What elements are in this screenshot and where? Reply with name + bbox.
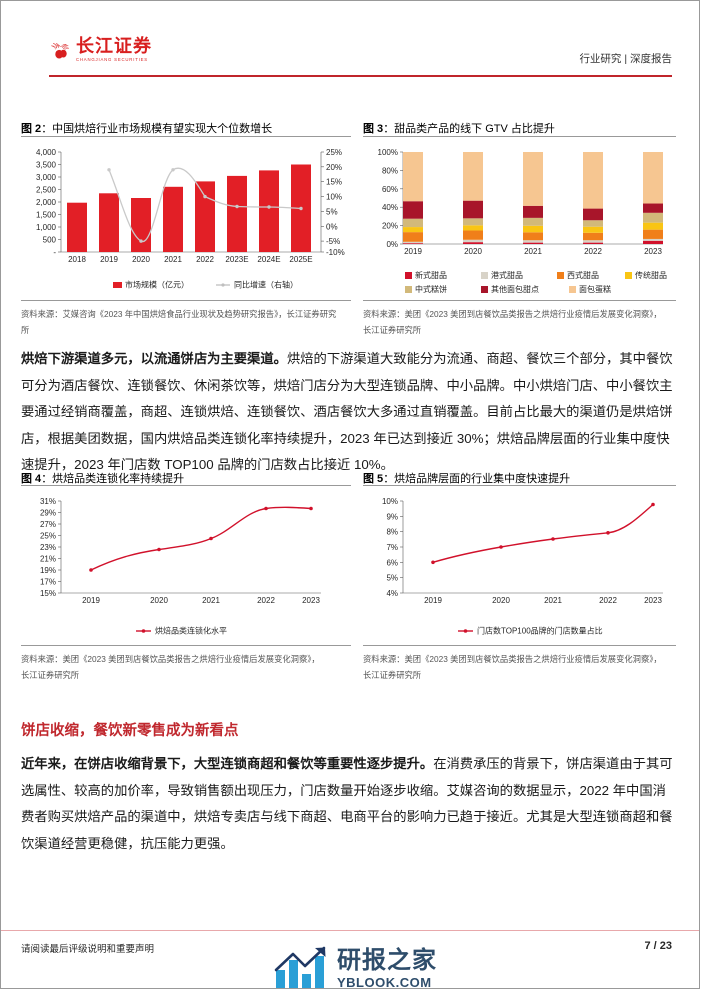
svg-text:2023: 2023	[644, 247, 662, 256]
svg-text:2020: 2020	[464, 247, 482, 256]
svg-text:21%: 21%	[40, 555, 56, 564]
svg-text:2023E: 2023E	[225, 255, 248, 264]
svg-text:4,000: 4,000	[36, 148, 57, 157]
svg-text:9%: 9%	[386, 512, 398, 521]
svg-text:2019: 2019	[424, 596, 442, 605]
svg-text:2019: 2019	[404, 247, 422, 256]
svg-text:20%: 20%	[326, 163, 342, 172]
svg-text:2022: 2022	[196, 255, 214, 264]
svg-text:2018: 2018	[68, 255, 86, 264]
svg-text:1,500: 1,500	[36, 211, 57, 220]
svg-text:23%: 23%	[40, 543, 56, 552]
svg-text:西式甜品: 西式甜品	[567, 270, 599, 280]
svg-text:传统甜品: 传统甜品	[635, 270, 667, 280]
svg-text:500: 500	[43, 236, 57, 245]
svg-text:4%: 4%	[386, 589, 398, 598]
svg-text:2020: 2020	[492, 596, 510, 605]
svg-text:3,500: 3,500	[36, 161, 57, 170]
svg-text:烘焙品类连锁化水平: 烘焙品类连锁化水平	[155, 626, 227, 636]
svg-text:0%: 0%	[386, 240, 398, 249]
svg-text:港式甜品: 港式甜品	[491, 270, 523, 280]
svg-text:2019: 2019	[100, 255, 118, 264]
svg-text:8%: 8%	[386, 528, 398, 537]
svg-text:2021: 2021	[544, 596, 562, 605]
svg-text:2,000: 2,000	[36, 198, 57, 207]
svg-text:2020: 2020	[150, 596, 168, 605]
svg-text:2023: 2023	[302, 596, 320, 605]
svg-text:2025E: 2025E	[289, 255, 312, 264]
svg-text:其他面包甜点: 其他面包甜点	[491, 284, 539, 294]
svg-text:31%: 31%	[40, 497, 56, 506]
svg-text:5%: 5%	[326, 207, 338, 216]
svg-text:80%: 80%	[382, 166, 398, 175]
svg-text:2024E: 2024E	[257, 255, 280, 264]
svg-text:-: -	[53, 248, 56, 257]
svg-text:2023: 2023	[644, 596, 662, 605]
svg-text:市场规模（亿元）: 市场规模（亿元）	[125, 280, 189, 290]
svg-text:25%: 25%	[326, 148, 342, 157]
svg-text:20%: 20%	[382, 222, 398, 231]
svg-text:2022: 2022	[599, 596, 617, 605]
svg-text:17%: 17%	[40, 578, 56, 587]
svg-text:2022: 2022	[584, 247, 602, 256]
svg-text:3,000: 3,000	[36, 173, 57, 182]
svg-text:2020: 2020	[132, 255, 150, 264]
svg-text:5%: 5%	[386, 574, 398, 583]
svg-text:0%: 0%	[326, 222, 338, 231]
svg-text:2021: 2021	[524, 247, 542, 256]
svg-text:新式甜品: 新式甜品	[415, 270, 447, 280]
svg-text:2019: 2019	[82, 596, 100, 605]
svg-text:6%: 6%	[386, 558, 398, 567]
svg-text:60%: 60%	[382, 185, 398, 194]
svg-text:15%: 15%	[40, 589, 56, 598]
svg-text:门店数TOP100品牌的门店数量占比: 门店数TOP100品牌的门店数量占比	[477, 626, 603, 636]
svg-text:2022: 2022	[257, 596, 275, 605]
svg-text:29%: 29%	[40, 509, 56, 518]
svg-text:19%: 19%	[40, 566, 56, 575]
svg-text:面包蛋糕: 面包蛋糕	[579, 284, 611, 294]
svg-text:25%: 25%	[40, 532, 56, 541]
svg-text:2021: 2021	[202, 596, 220, 605]
svg-text:27%: 27%	[40, 520, 56, 529]
svg-text:1,000: 1,000	[36, 223, 57, 232]
svg-text:10%: 10%	[382, 497, 398, 506]
svg-text:2,500: 2,500	[36, 186, 57, 195]
svg-text:100%: 100%	[378, 148, 398, 157]
svg-text:40%: 40%	[382, 203, 398, 212]
svg-text:-10%: -10%	[326, 248, 345, 257]
svg-text:中式糕饼: 中式糕饼	[415, 284, 447, 294]
svg-text:10%: 10%	[326, 193, 342, 202]
svg-text:同比增速（右轴）: 同比增速（右轴）	[234, 280, 298, 290]
svg-text:2021: 2021	[164, 255, 182, 264]
svg-text:-5%: -5%	[326, 237, 340, 246]
svg-text:15%: 15%	[326, 178, 342, 187]
svg-text:7%: 7%	[386, 543, 398, 552]
